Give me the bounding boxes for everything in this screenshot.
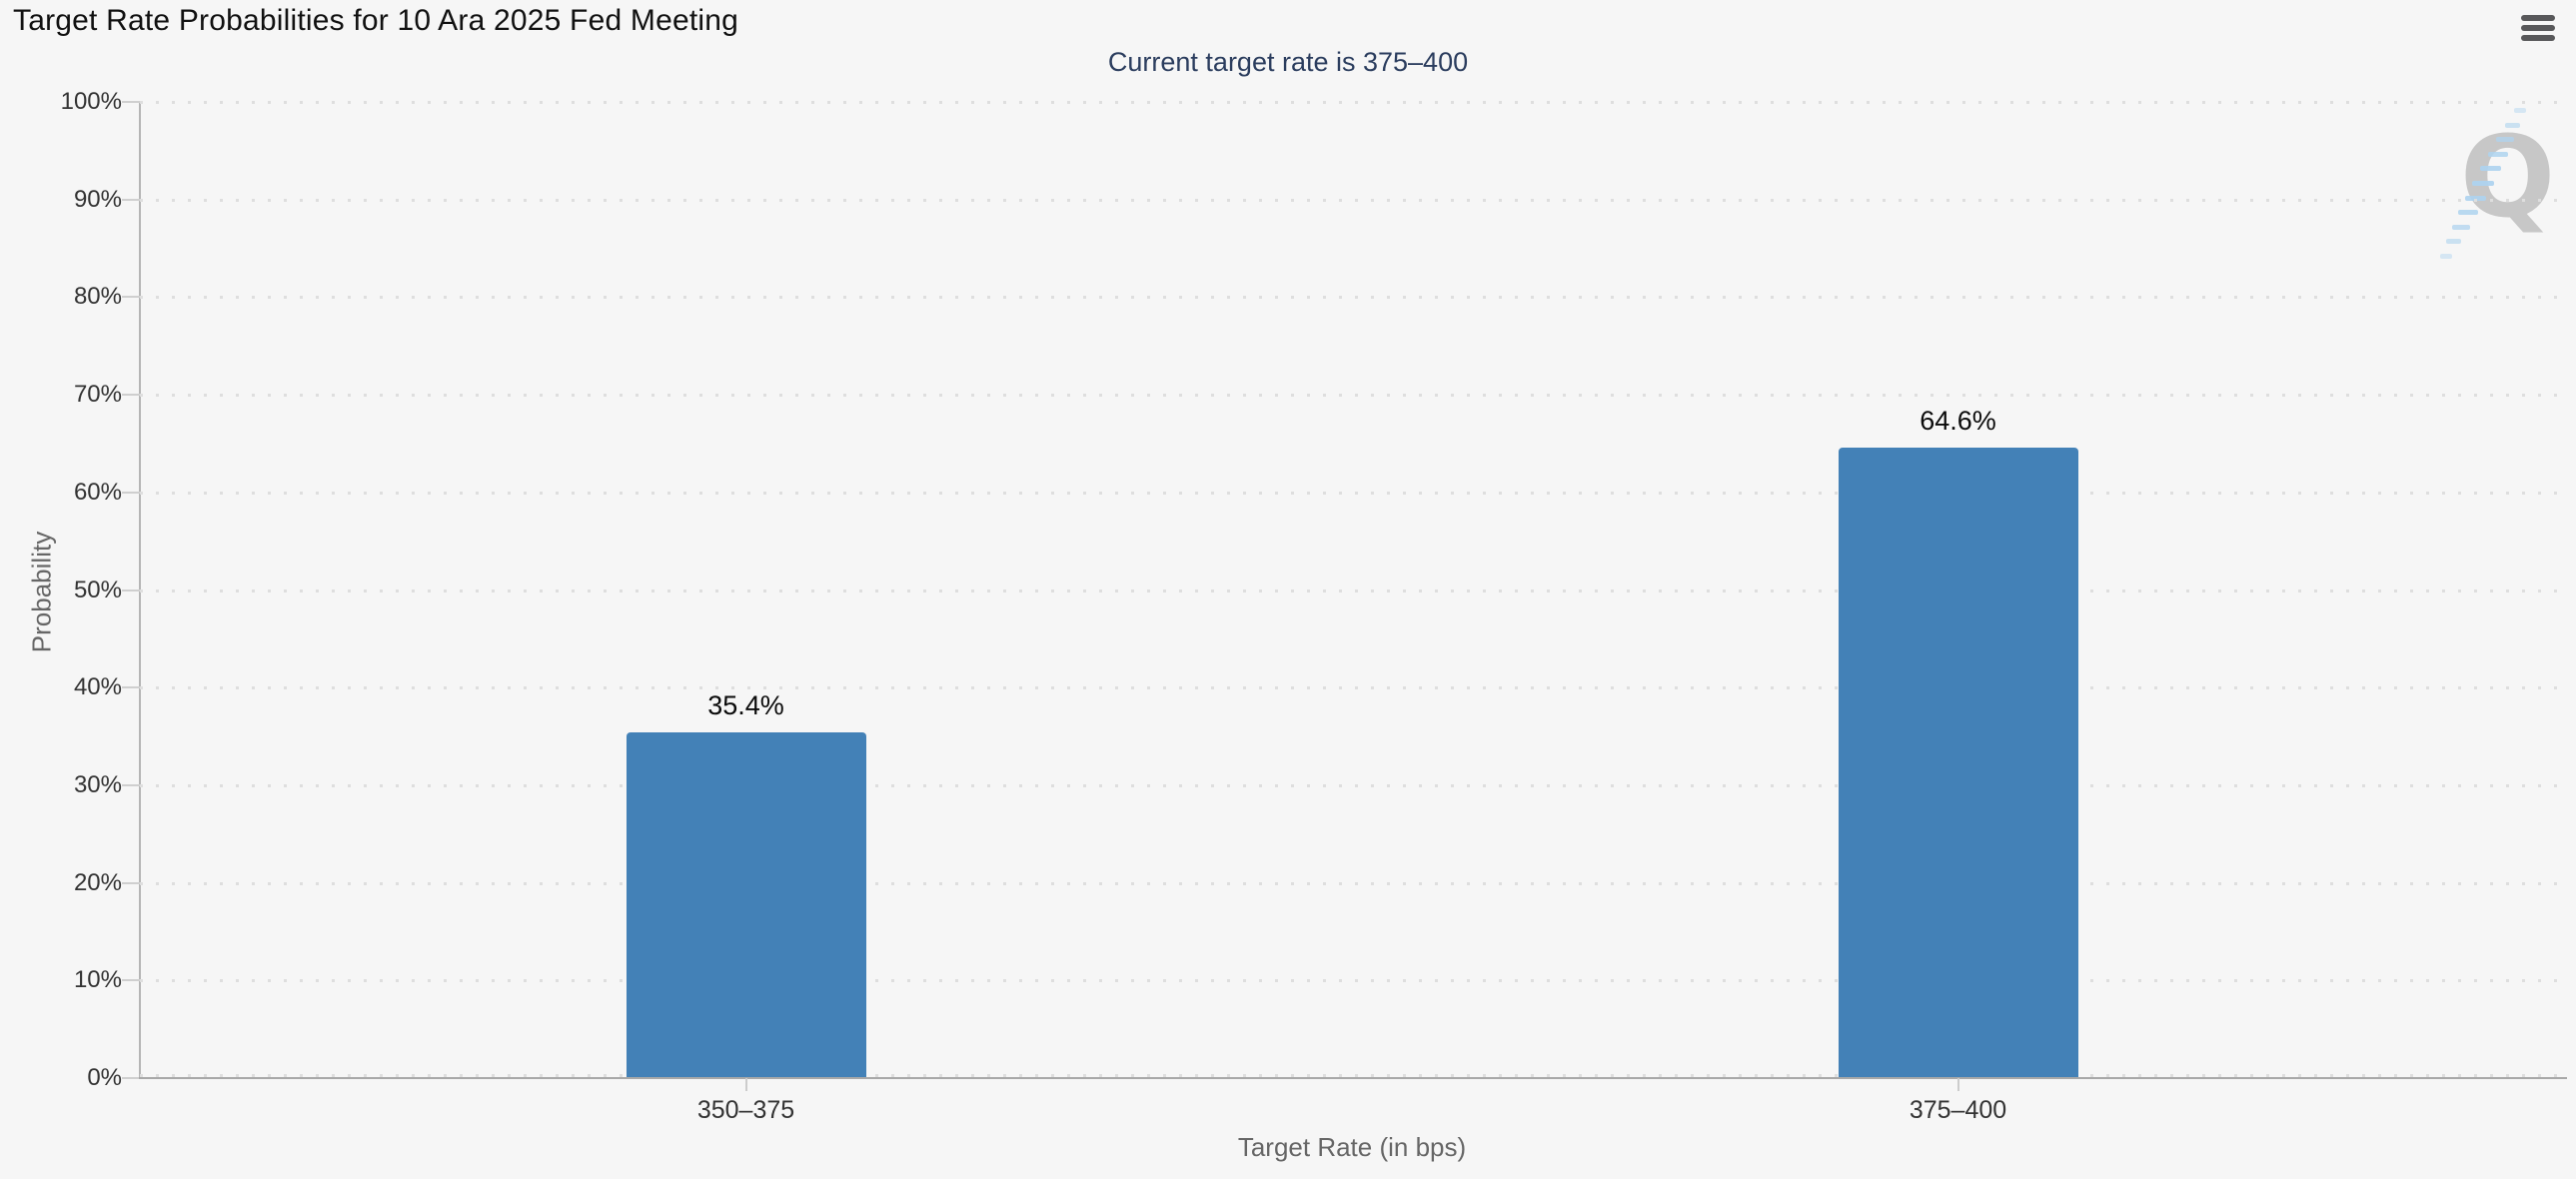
gridline-40 <box>140 686 2564 690</box>
bar-375-400[interactable] <box>1838 447 2078 1078</box>
bar-value-label-375-400: 64.6% <box>1920 405 1996 436</box>
gridline-80 <box>140 296 2564 300</box>
watermark-q-logo: Q <box>2460 113 2556 243</box>
y-tick-label: 70% <box>73 381 122 409</box>
gridline-90 <box>140 198 2564 202</box>
watermark-dash <box>2505 122 2521 128</box>
hamburger-bar <box>2521 15 2555 21</box>
y-tick-label: 30% <box>73 770 122 798</box>
y-tick-label: 10% <box>73 966 122 994</box>
gridline-70 <box>140 394 2564 398</box>
x-tick-label-375-400: 375–400 <box>1909 1096 2007 1124</box>
chart-subtitle: Current target rate is 375–400 <box>1107 47 1469 77</box>
hamburger-bar <box>2521 35 2555 41</box>
bar-350-375[interactable] <box>626 732 866 1078</box>
x-tick-label-350-375: 350–375 <box>696 1096 795 1124</box>
watermark-dash <box>2472 181 2494 186</box>
watermark-dash <box>2445 239 2461 245</box>
y-tick-mark <box>122 686 140 689</box>
watermark-dash <box>2451 224 2470 230</box>
y-tick-mark <box>122 589 140 591</box>
gridline-60 <box>140 491 2564 495</box>
bar-value-label-350-375: 35.4% <box>707 690 784 721</box>
gridline-10 <box>140 979 2564 983</box>
chart-title: Target Rate Probabilities for 10 Ara 202… <box>13 4 739 37</box>
gridline-30 <box>140 783 2564 787</box>
y-tick-mark <box>122 198 140 201</box>
y-tick-label: 50% <box>73 576 122 603</box>
hamburger-bar <box>2521 25 2555 31</box>
y-tick-label: 80% <box>73 283 122 311</box>
y-tick-mark <box>122 296 140 299</box>
gridline-100 <box>140 101 2564 104</box>
x-axis-title: Target Rate (in bps) <box>1237 1132 1467 1162</box>
y-tick-label: 0% <box>87 1064 122 1091</box>
y-tick-mark <box>122 394 140 397</box>
watermark-dash <box>2479 166 2502 172</box>
y-tick-label: 90% <box>73 185 122 213</box>
y-tick-mark <box>122 1077 140 1079</box>
watermark-dash <box>2514 108 2526 113</box>
x-axis-line <box>139 1077 2567 1079</box>
gridline-0 <box>140 1074 2564 1077</box>
gridline-50 <box>140 589 2564 592</box>
x-tick-mark-375-400 <box>1956 1078 1959 1091</box>
hamburger-menu-icon[interactable] <box>2520 13 2556 43</box>
x-tick-mark-350-375 <box>744 1078 747 1091</box>
y-tick-mark <box>122 491 140 494</box>
gridline-20 <box>140 881 2564 885</box>
y-tick-label: 20% <box>73 868 122 896</box>
y-tick-mark <box>122 101 140 103</box>
y-tick-label: 40% <box>73 673 122 701</box>
y-tick-mark <box>122 783 140 786</box>
y-tick-mark <box>122 881 140 884</box>
watermark-dash <box>2496 137 2515 143</box>
y-tick-mark <box>122 979 140 982</box>
y-tick-label: 60% <box>73 478 122 506</box>
watermark-dash <box>2458 210 2479 216</box>
watermark-dash <box>2487 151 2508 157</box>
watermark-dash <box>2440 254 2452 259</box>
y-tick-label: 100% <box>60 88 122 115</box>
